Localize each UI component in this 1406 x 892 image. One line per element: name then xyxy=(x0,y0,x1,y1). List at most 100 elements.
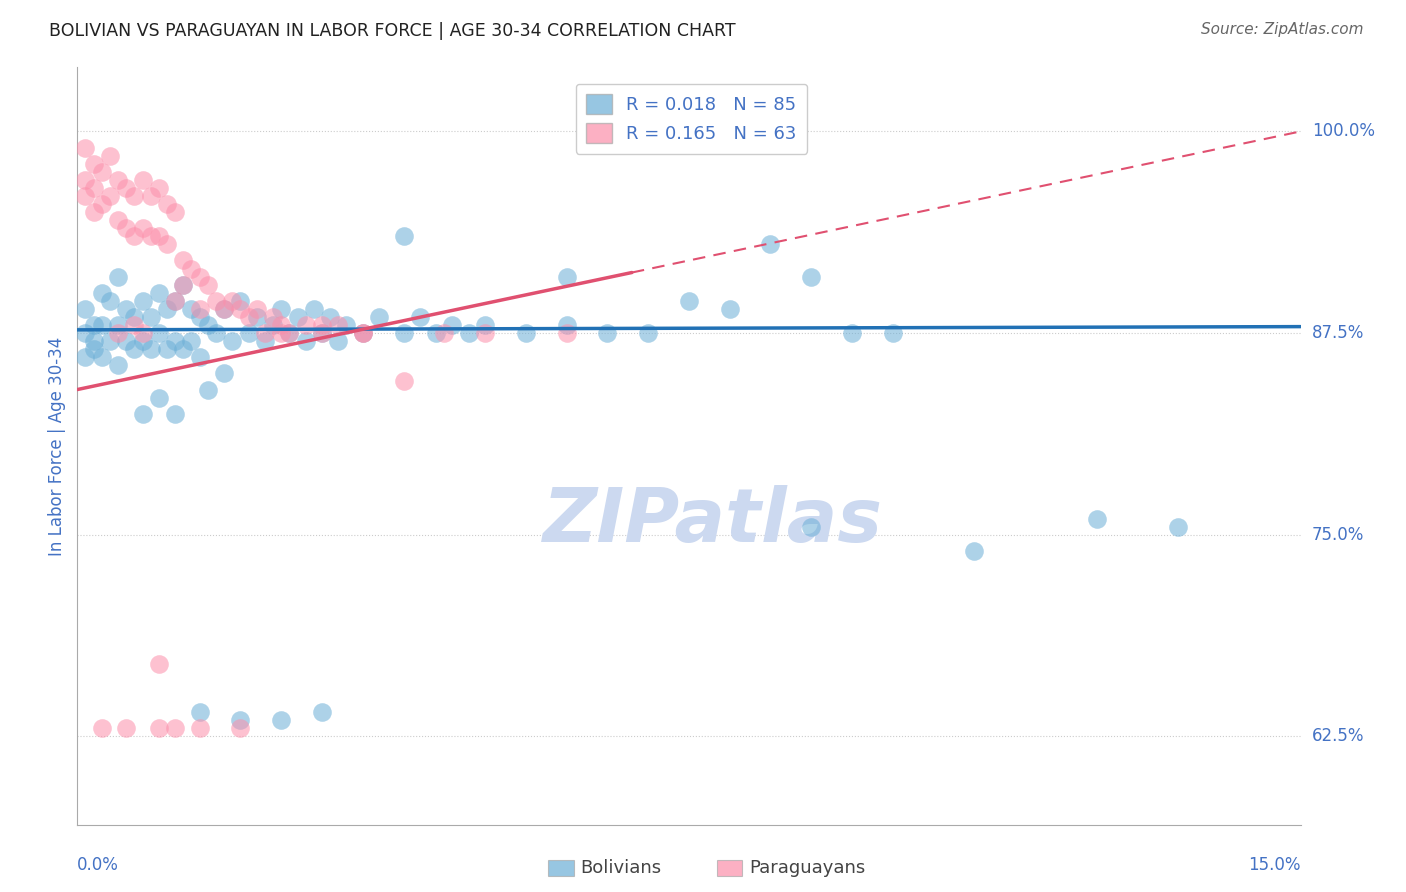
Point xyxy=(131,326,153,340)
Point xyxy=(555,318,578,332)
Point xyxy=(335,318,357,332)
Point xyxy=(156,301,179,316)
Point xyxy=(188,705,211,719)
Point xyxy=(229,721,252,735)
Point xyxy=(474,326,496,340)
Point xyxy=(515,326,537,340)
Point xyxy=(139,229,162,244)
Point xyxy=(83,318,105,332)
Point xyxy=(180,301,202,316)
Point xyxy=(75,326,97,340)
Point xyxy=(107,213,129,227)
Point xyxy=(253,334,276,348)
Point xyxy=(392,229,415,244)
Point xyxy=(124,310,146,324)
Point xyxy=(131,407,153,421)
Point xyxy=(107,359,129,373)
Point xyxy=(287,310,309,324)
Point xyxy=(963,544,986,558)
Point xyxy=(180,334,202,348)
Point xyxy=(311,326,333,340)
Point xyxy=(1085,511,1108,525)
Point xyxy=(637,326,659,340)
Point xyxy=(800,519,823,533)
Point xyxy=(75,189,97,203)
Point xyxy=(83,342,105,356)
Point xyxy=(172,253,194,268)
Text: 87.5%: 87.5% xyxy=(1312,324,1364,342)
Point xyxy=(596,326,619,340)
Point xyxy=(90,197,112,211)
Text: Paraguayans: Paraguayans xyxy=(749,859,866,877)
Point xyxy=(221,334,243,348)
Point xyxy=(262,310,284,324)
Point xyxy=(165,334,187,348)
Point xyxy=(83,181,105,195)
Point xyxy=(115,721,138,735)
Point xyxy=(212,301,235,316)
Point xyxy=(294,318,316,332)
Point xyxy=(262,318,284,332)
Point xyxy=(75,140,97,154)
Point xyxy=(107,269,129,284)
Text: 75.0%: 75.0% xyxy=(1312,525,1364,544)
Point xyxy=(882,326,904,340)
Point xyxy=(124,229,146,244)
Point xyxy=(328,334,350,348)
Point xyxy=(115,221,138,235)
Point xyxy=(433,326,456,340)
Point xyxy=(165,205,187,219)
Point xyxy=(115,334,138,348)
Point xyxy=(474,318,496,332)
Point xyxy=(188,310,211,324)
Point xyxy=(197,318,219,332)
Point xyxy=(238,326,260,340)
Point xyxy=(139,310,162,324)
Point xyxy=(229,301,252,316)
Point xyxy=(278,326,301,340)
Point xyxy=(148,721,170,735)
Point xyxy=(98,148,121,162)
Point xyxy=(441,318,464,332)
Point xyxy=(759,237,782,252)
Point xyxy=(311,326,333,340)
Point xyxy=(148,326,170,340)
Point xyxy=(425,326,447,340)
Point xyxy=(555,326,578,340)
Point xyxy=(352,326,374,340)
Point xyxy=(83,205,105,219)
Point xyxy=(188,301,211,316)
Point xyxy=(188,351,211,365)
Point xyxy=(278,326,301,340)
Point xyxy=(115,181,138,195)
Point xyxy=(131,221,153,235)
Point xyxy=(800,269,823,284)
Point xyxy=(253,326,276,340)
Text: 15.0%: 15.0% xyxy=(1249,855,1301,873)
Point xyxy=(352,326,374,340)
Point xyxy=(188,269,211,284)
Point xyxy=(139,342,162,356)
Point xyxy=(83,334,105,348)
Point xyxy=(165,293,187,308)
Point xyxy=(75,173,97,187)
Point xyxy=(180,261,202,276)
Point xyxy=(229,713,252,727)
Point xyxy=(124,318,146,332)
Y-axis label: In Labor Force | Age 30-34: In Labor Force | Age 30-34 xyxy=(48,336,66,556)
Point xyxy=(205,293,228,308)
Point xyxy=(205,326,228,340)
Point xyxy=(90,165,112,179)
Point xyxy=(148,657,170,671)
Point xyxy=(841,326,863,340)
Point xyxy=(156,237,179,252)
Point xyxy=(90,285,112,300)
Point xyxy=(90,721,112,735)
Point xyxy=(555,269,578,284)
Point xyxy=(270,318,292,332)
Point xyxy=(156,197,179,211)
Point xyxy=(212,367,235,381)
Point xyxy=(131,173,153,187)
Point xyxy=(221,293,243,308)
Point xyxy=(90,351,112,365)
